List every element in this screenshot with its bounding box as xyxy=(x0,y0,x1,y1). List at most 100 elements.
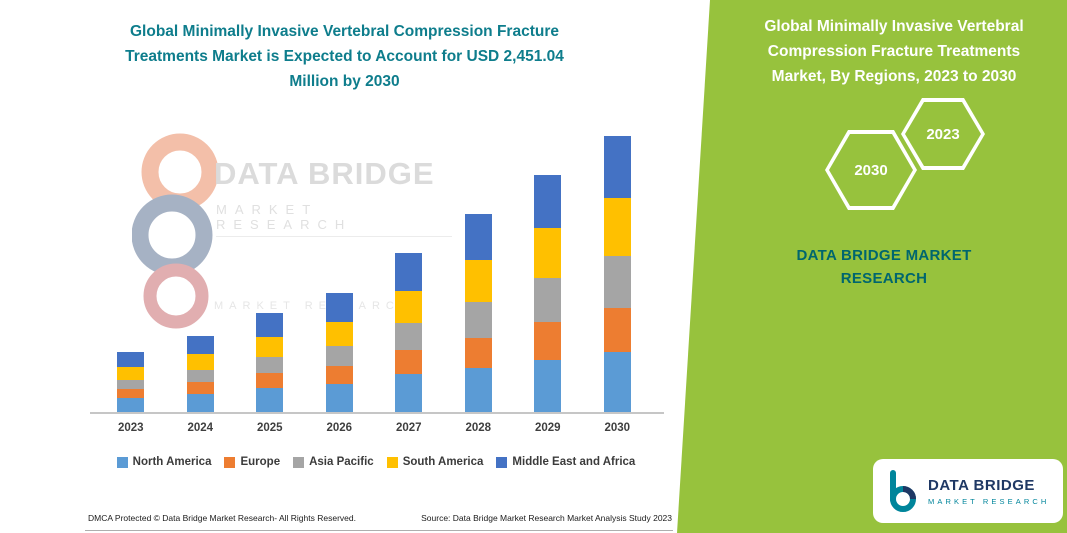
legend-swatch xyxy=(386,456,398,468)
segment-2030-middle-east-and-africa xyxy=(603,136,631,198)
chart-title-line-2: Treatments Market is Expected to Account… xyxy=(125,47,564,65)
segment-2030-asia-pacific xyxy=(603,256,631,308)
x-axis-label-2024: 2024 xyxy=(187,422,214,434)
legend-label: South America xyxy=(402,456,484,468)
bar-column-2024: 2024 xyxy=(186,136,214,434)
hexagon-2023-label: 2023 xyxy=(905,102,981,166)
stacked-bar-2023 xyxy=(117,352,145,412)
legend-item-north-america: North America xyxy=(116,456,212,468)
footer-source-text: Source: Data Bridge Market Research Mark… xyxy=(421,513,672,523)
x-axis-label-2026: 2026 xyxy=(326,422,353,434)
segment-2029-asia-pacific xyxy=(534,278,562,323)
legend-item-middle-east-and-africa: Middle East and Africa xyxy=(496,456,635,468)
segment-2027-south-america xyxy=(395,291,423,324)
legend-label: Middle East and Africa xyxy=(512,456,636,468)
legend-item-asia-pacific: Asia Pacific xyxy=(293,456,374,468)
stacked-bar-2024 xyxy=(186,336,214,412)
stacked-bar-2026 xyxy=(325,292,353,412)
panel-title-line-2: Compression Fracture Treatments xyxy=(767,42,1021,60)
x-axis-label-2029: 2029 xyxy=(534,422,561,434)
segment-2025-north-america xyxy=(256,388,284,412)
bar-column-2027: 2027 xyxy=(395,136,423,434)
brand-logo-subtitle: MARKET RESEARCH xyxy=(928,496,1050,506)
chart-title-line-1: Global Minimally Invasive Vertebral Comp… xyxy=(130,23,559,40)
green-side-panel: Global Minimally Invasive Vertebral Comp… xyxy=(677,0,1067,533)
segment-2030-south-america xyxy=(603,198,631,256)
legend-item-south-america: South America xyxy=(386,456,484,468)
legend-swatch xyxy=(496,456,508,468)
brand-logo-card: DATA BRIDGE MARKET RESEARCH xyxy=(873,459,1063,523)
segment-2023-middle-east-and-africa xyxy=(117,352,145,368)
x-axis-label-2028: 2028 xyxy=(465,422,492,434)
segment-2028-north-america xyxy=(464,368,492,412)
chart-title: Global Minimally Invasive Vertebral Comp… xyxy=(72,20,617,94)
segment-2029-europe xyxy=(534,322,562,360)
segment-2024-europe xyxy=(186,382,214,394)
hexagon-badge-2030: 2030 xyxy=(825,130,917,210)
x-axis-label-2025: 2025 xyxy=(256,422,283,434)
bottom-divider xyxy=(85,530,673,531)
hexagon-2030-label: 2030 xyxy=(829,134,913,206)
segment-2026-north-america xyxy=(325,384,353,412)
panel-title-line-1: Global Minimally Invasive Vertebral xyxy=(764,18,1024,35)
x-axis-label-2023: 2023 xyxy=(117,422,144,434)
segment-2024-middle-east-and-africa xyxy=(186,336,214,354)
stacked-bar-2029 xyxy=(534,175,562,412)
watermark-brand-name: DATA BRIDGE xyxy=(214,156,435,191)
stacked-bar-2030 xyxy=(603,136,631,412)
legend-swatch xyxy=(293,456,305,468)
watermark-logo-icon xyxy=(132,133,219,329)
bar-column-2025: 2025 xyxy=(256,136,284,434)
legend-label: North America xyxy=(132,456,212,468)
x-axis-line xyxy=(90,412,664,414)
segment-2027-middle-east-and-africa xyxy=(395,253,423,292)
segment-2024-asia-pacific xyxy=(186,370,214,382)
stacked-bar-2027 xyxy=(395,253,423,412)
segment-2030-europe xyxy=(603,308,631,352)
hexagon-badge-2023: 2023 xyxy=(901,98,985,170)
segment-2029-middle-east-and-africa xyxy=(534,175,562,229)
chart-title-line-3: Million by 2030 xyxy=(289,72,400,90)
data-bridge-logo-icon xyxy=(890,470,916,512)
segment-2025-south-america xyxy=(256,337,284,357)
x-axis-label-2027: 2027 xyxy=(395,422,422,434)
bar-column-2030: 2030 xyxy=(603,136,631,434)
legend-label: Europe xyxy=(240,456,281,468)
segment-2026-europe xyxy=(325,366,353,384)
segment-2027-asia-pacific xyxy=(395,323,423,351)
bar-column-2028: 2028 xyxy=(464,136,492,434)
segment-2026-asia-pacific xyxy=(325,346,353,366)
segment-2028-middle-east-and-africa xyxy=(464,213,492,260)
legend-label: Asia Pacific xyxy=(309,456,374,468)
x-axis-label-2030: 2030 xyxy=(604,422,631,434)
segment-2025-asia-pacific xyxy=(256,357,284,373)
bar-column-2026: 2026 xyxy=(325,136,353,434)
brand-logo-name: DATA BRIDGE xyxy=(928,476,1035,494)
bar-column-2029: 2029 xyxy=(534,136,562,434)
panel-title: Global Minimally Invasive Vertebral Comp… xyxy=(733,15,1055,89)
stacked-bar-2025 xyxy=(256,313,284,412)
segment-2027-north-america xyxy=(395,374,423,412)
bar-column-2023: 2023 xyxy=(117,136,145,434)
panel-title-line-3: Market, By Regions, 2023 to 2030 xyxy=(771,67,1017,85)
segment-2026-middle-east-and-africa xyxy=(325,292,353,322)
segment-2028-europe xyxy=(464,338,492,368)
segment-2023-asia-pacific xyxy=(117,380,145,389)
segment-2029-south-america xyxy=(534,228,562,279)
panel-brand-text: DATA BRIDGE MARKET RESEARCH xyxy=(707,244,1061,291)
segment-2027-europe xyxy=(395,350,423,375)
segment-2024-north-america xyxy=(186,394,214,412)
chart-legend: North America Europe Asia Pacific South Ame… xyxy=(84,456,668,468)
segment-2030-north-america xyxy=(603,352,631,412)
segment-2023-north-america xyxy=(117,398,145,412)
footer-dmca-text: DMCA Protected © Data Bridge Market Rese… xyxy=(88,513,356,523)
watermark-brand-subtitle-2: MARKET RESEARCH xyxy=(214,300,414,312)
segment-2029-north-america xyxy=(534,360,562,412)
segment-2025-middle-east-and-africa xyxy=(256,313,284,337)
panel-brand-line-1: DATA BRIDGE MARKET xyxy=(796,247,972,264)
segment-2024-south-america xyxy=(186,354,214,370)
legend-item-europe: Europe xyxy=(224,456,280,468)
stacked-bar-chart: 2023 2024 2025 2026 2027 2028 2029 2030 xyxy=(96,136,652,434)
segment-2025-europe xyxy=(256,373,284,388)
